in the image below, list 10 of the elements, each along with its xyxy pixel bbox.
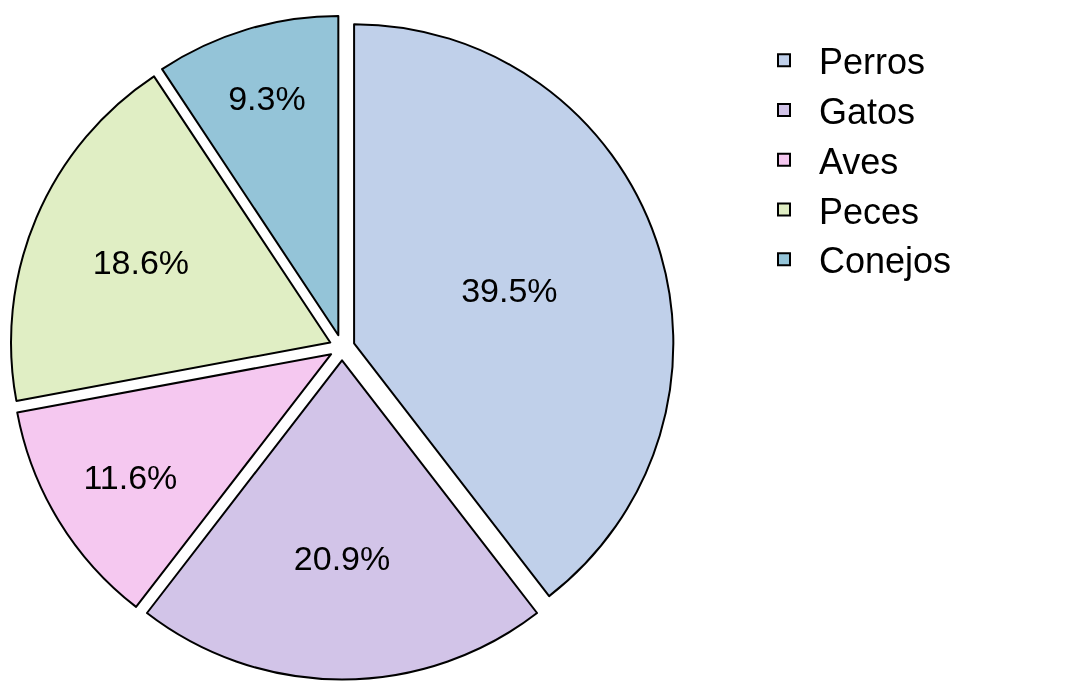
- legend-label: Conejos: [818, 240, 952, 282]
- data-label: 20.9%: [293, 539, 391, 578]
- data-label: 9.3%: [228, 79, 306, 117]
- legend-label: Peces: [818, 190, 920, 232]
- data-label: 39.5%: [461, 271, 558, 310]
- data-label: 18.6%: [92, 243, 190, 282]
- legend-label: Gatos: [818, 90, 916, 132]
- legend-label: Aves: [818, 140, 899, 182]
- data-label: 11.6%: [83, 457, 178, 496]
- legend-label: Perros: [818, 41, 926, 83]
